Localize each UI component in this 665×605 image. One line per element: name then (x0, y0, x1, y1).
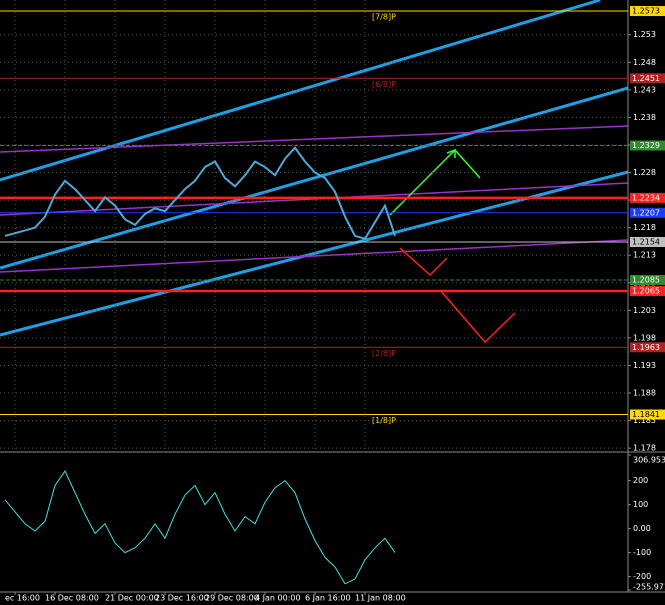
y-tick-label: 1.213 (633, 251, 656, 260)
y-tick-label: 1.183 (633, 416, 656, 425)
price-tag-label: 1.2065 (632, 287, 660, 296)
x-tick-label: 11 Jan 08:00 (355, 594, 406, 603)
y-tick-label: 1.203 (633, 306, 656, 315)
price-tag (630, 275, 665, 286)
price-line (4, 146, 396, 240)
y-tick-label: 1.238 (633, 113, 656, 122)
price-tag-label: 1.2573 (632, 7, 660, 16)
y-tick-label: 1.243 (633, 85, 656, 94)
y-tick-label: -100 (633, 548, 651, 557)
x-tick-label: 21 Dec 00:00 (105, 594, 159, 603)
x-tick-label: 23 Dec 16:00 (155, 594, 209, 603)
level-label: [2/8]P (372, 349, 396, 358)
price-tag (630, 207, 665, 218)
level-label: [7/8]P (372, 13, 396, 22)
x-tick-label: 29 Dec 08:00 (205, 594, 259, 603)
price-tag (630, 286, 665, 297)
price-tag-label: 1.2154 (632, 237, 660, 246)
y-tick-label: 1.228 (633, 168, 656, 177)
price-tag-label: 1.1841 (632, 410, 660, 419)
price-tag-label: 1.2085 (632, 276, 660, 285)
y-tick-label: 200 (633, 476, 648, 485)
y-tick-label: 1.248 (633, 58, 656, 67)
price-tag-label: 1.2451 (632, 74, 660, 83)
y-tick-label: 1.178 (633, 444, 656, 453)
x-tick-label: 4 Jan 00:00 (255, 594, 301, 603)
price-line (4, 470, 396, 585)
price-tag (630, 73, 665, 84)
y-tick-label: 1.193 (633, 361, 656, 370)
y-tick-label: 1.198 (633, 333, 656, 342)
x-tick-label: 16 Dec 08:00 (45, 594, 99, 603)
price-tag (630, 140, 665, 151)
price-tag (630, 409, 665, 420)
y-tick-label: 306.953 (633, 456, 665, 465)
price-tag (630, 192, 665, 203)
price-tag (630, 236, 665, 247)
y-tick-label: 1.218 (633, 223, 656, 232)
level-label: [6/8]P (372, 80, 396, 89)
price-tag (630, 342, 665, 353)
level-label: [1/8]P (372, 416, 396, 425)
x-tick-label: 6 Jan 16:00 (305, 594, 351, 603)
y-tick-label: 1.188 (633, 389, 656, 398)
price-tag-label: 1.2329 (632, 141, 660, 150)
price-tag-label: 1.1963 (632, 343, 660, 352)
forecast-arrows (389, 148, 516, 344)
y-tick-label: 100 (633, 500, 648, 509)
price-tag (630, 6, 665, 17)
price-tag-label: 1.2234 (632, 193, 660, 202)
x-tick-label: ec 16:00 (5, 594, 40, 603)
y-tick-label: 1.253 (633, 30, 656, 39)
y-tick-label: -255.9716 (633, 583, 665, 592)
y-tick-label: -200 (633, 572, 651, 581)
y-tick-label: 0.00 (633, 524, 651, 533)
price-tag-label: 1.2207 (632, 208, 660, 217)
